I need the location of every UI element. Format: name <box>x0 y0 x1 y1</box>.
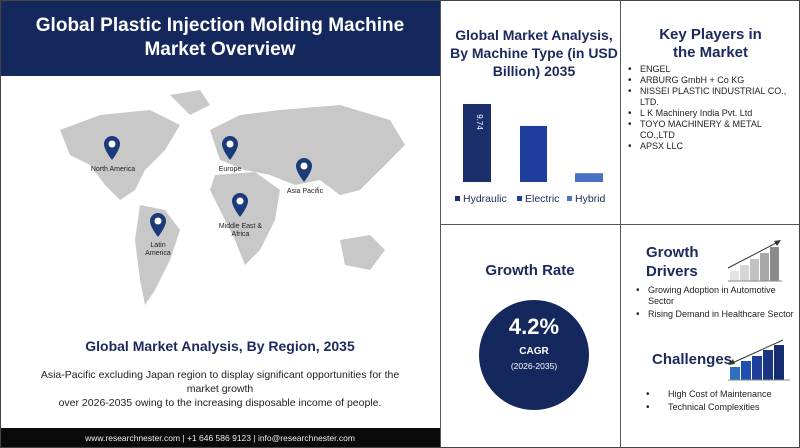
list-item: APSX LLC <box>626 141 796 152</box>
label-europe: Europe <box>218 166 242 173</box>
world-map <box>60 90 405 305</box>
legend-label: Hydraulic <box>463 193 507 205</box>
title-line: the Market <box>672 44 749 61</box>
divider <box>440 224 800 225</box>
map-pin-latin-america <box>150 213 166 242</box>
growth-rate-title: Growth Rate <box>485 262 575 279</box>
title-line-2: Market Overview <box>144 39 296 60</box>
list-item: Rising Demand in Healthcare Sector <box>634 309 794 320</box>
challenges-title: Challenges <box>652 351 733 368</box>
text-line: Asia-Pacific excluding Japan region to d… <box>40 369 400 381</box>
text-line: market growth <box>186 383 254 395</box>
bar-electric <box>520 125 547 182</box>
map-pin-middle-east-africa <box>232 193 248 222</box>
challenges-chart-icon <box>728 339 790 381</box>
region-section-title: Global Market Analysis, By Region, 2035 <box>85 338 355 354</box>
growth-drivers-title: Growth Drivers <box>646 243 699 281</box>
bar-hydraulic <box>463 104 491 182</box>
bar-hybrid <box>575 173 603 182</box>
cagr-label: CAGR <box>519 346 549 357</box>
list-item: TOYO MACHINERY & METAL CO.,LTD <box>626 119 796 141</box>
map-pin-europe <box>222 136 238 165</box>
legend-label: Hybrid <box>575 193 606 205</box>
legend-swatch <box>455 196 460 201</box>
list-item: High Cost of Maintenance <box>644 389 794 400</box>
title-banner: Global Plastic Injection Molding Machine… <box>0 0 440 76</box>
list-item: ENGEL <box>626 64 796 75</box>
list-item: ARBURG GmbH + Co KG <box>626 75 796 86</box>
list-item: Technical Complexities <box>644 402 794 413</box>
title-line: Key Players in <box>659 26 762 43</box>
list-item: Growing Adoption in Automotive Sector <box>634 285 794 307</box>
location-pin-icon <box>296 158 312 182</box>
cagr-value: 4.2% <box>508 314 560 339</box>
key-players-list: ENGELARBURG GmbH + Co KGNISSEI PLASTIC I… <box>626 64 796 152</box>
location-pin-icon <box>222 136 238 160</box>
map-pin-north-america <box>100 136 120 165</box>
list-item: L K Machinery India Pvt. Ltd <box>626 108 796 119</box>
growth-drivers-list: Growing Adoption in Automotive Sector Ris… <box>634 285 794 322</box>
chart-title: Global Market Analysis, By Machine Type … <box>450 27 618 79</box>
title-line: Growth <box>646 244 699 261</box>
legend-swatch <box>567 196 572 201</box>
key-players-title: Key Players in the Market <box>621 26 800 62</box>
location-pin-icon <box>232 193 248 217</box>
growth-chart-icon <box>727 240 782 282</box>
location-pin-icon <box>104 136 120 160</box>
title-line-1: Global Plastic Injection Molding Machine <box>35 15 405 36</box>
challenges-list: High Cost of Maintenance Technical Comple… <box>644 389 794 415</box>
location-pin-icon <box>150 213 166 237</box>
footer-contact: www.researchnester.com | +1 646 586 9123… <box>0 428 440 448</box>
list-item: NISSEI PLASTIC INDUSTRIAL CO., LTD. <box>626 86 796 108</box>
label-latin-america: Latin America <box>145 242 171 257</box>
label-asia-pacific: Asia Pacific <box>286 188 324 195</box>
text-line: over 2026-2035 owing to the increasing d… <box>58 397 382 409</box>
title-line: Drivers <box>646 263 698 280</box>
label-north-america: North America <box>90 166 136 173</box>
machine-type-bar-chart: 9.74 Hydraulic Electric Hybrid <box>455 104 606 205</box>
legend-label: Electric <box>525 193 559 205</box>
region-section-text: Asia-Pacific excluding Japan region to d… <box>0 368 440 410</box>
cagr-period: (2026-2035) <box>510 361 558 371</box>
data-label: 9.74 <box>475 114 484 130</box>
label-middle-east-africa: Middle East & Africa <box>218 223 263 238</box>
map-pin-asia-pacific <box>296 158 312 187</box>
legend-swatch <box>517 196 522 201</box>
cagr-circle: 4.2% CAGR (2026-2035) <box>479 300 589 410</box>
